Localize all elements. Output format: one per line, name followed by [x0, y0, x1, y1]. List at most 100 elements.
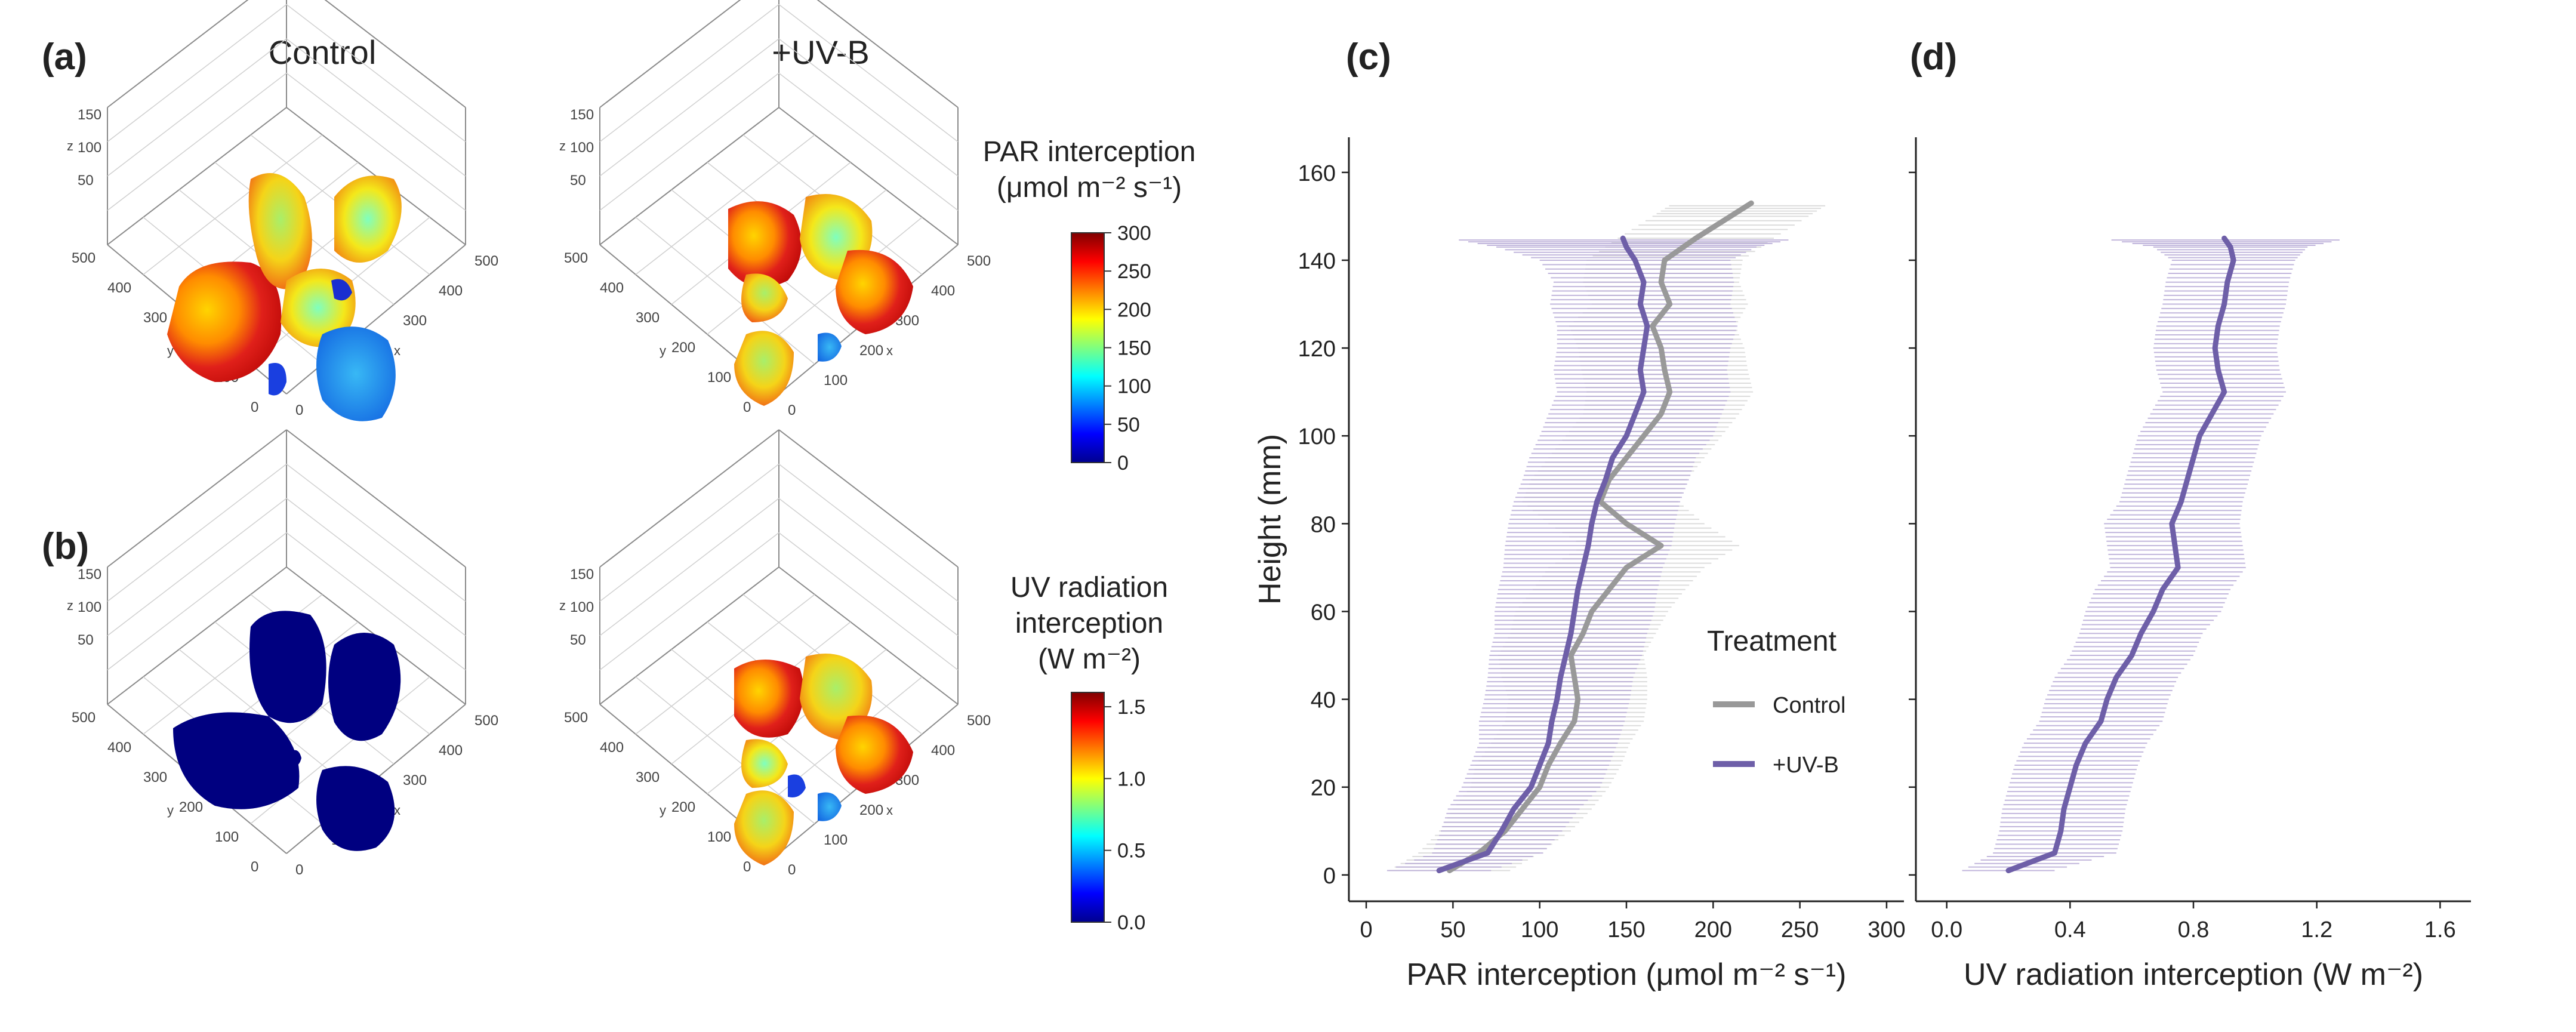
colorbar-par-tick-label: 250	[1117, 260, 1151, 283]
chart-c-y-tick-label: 40	[1311, 688, 1336, 713]
box-a-uvb-z-tick: 100	[570, 140, 594, 156]
chart-c-x-label: PAR interception (μmol m⁻² s⁻¹)	[1407, 957, 1847, 992]
chart-c-y-tick-label: 60	[1311, 600, 1336, 625]
box-a-control-floor-edge	[286, 244, 466, 395]
colorbar-par-tick-label: 0	[1117, 452, 1129, 475]
box-b-control-z-tick: 100	[78, 599, 101, 615]
chart-c-x-tick-label: 150	[1607, 917, 1645, 942]
chart-c-y-label: Height (mm)	[1253, 434, 1287, 605]
colorbar-par-tick-label: 200	[1117, 298, 1151, 321]
chart-d-x-tick-label: 1.2	[2301, 917, 2332, 942]
box-a-uvb-z-tick: 150	[570, 107, 594, 123]
box-b-control-y-tick: 100	[215, 829, 239, 845]
box-b-control-grid	[107, 498, 287, 636]
box-a-uvb-x-tick: 400	[931, 283, 955, 299]
chart-d-x-tick-label: 0.4	[2054, 917, 2086, 942]
chart-c-y-tick-label: 100	[1298, 424, 1336, 449]
control-par-canopy	[167, 173, 402, 421]
box-b-uvb-edge	[599, 429, 779, 568]
box-a-uvb-z-tick: 50	[570, 172, 586, 189]
box-b-control-grid	[107, 463, 287, 602]
chart-c-x-tick-label: 100	[1521, 917, 1558, 942]
box-a-control-grid	[107, 4, 287, 143]
box-a-control-y-label: y	[167, 343, 174, 358]
chart-c-legend-label-control: Control	[1773, 693, 1846, 718]
box-b-control-grid	[107, 532, 287, 671]
chart-c-x-tick-label: 200	[1694, 917, 1732, 942]
box-b-uvb-grid	[635, 594, 815, 735]
box-b-uvb-z-tick: 150	[570, 566, 594, 583]
box-b-control-floor-edge	[107, 566, 287, 705]
box-a-uvb-y-tick: 200	[671, 340, 695, 356]
box-a-uvb-edge	[816, 0, 959, 108]
box-b-uvb-grid	[778, 532, 959, 671]
uvb-uv-canopy	[734, 654, 913, 865]
chart-c-line-control	[1447, 200, 1754, 874]
colorbar-uv-title: UV radiation interception (W m⁻²)	[934, 570, 1244, 677]
colorbar-uv-tick-label: 0.5	[1117, 840, 1145, 862]
box-a-uvb-y-tick: 400	[600, 280, 624, 296]
box-a-control-grid	[286, 72, 466, 211]
box-b-control-y-label: y	[167, 803, 174, 818]
box-a-control-grid	[107, 72, 287, 211]
profile-charts: 0 20 40 60 80 100 120 140 160 0 50 100 150 200 250 300 P…	[1253, 137, 2471, 992]
box-b-uvb-grid	[599, 532, 779, 671]
box-b-control-edge	[286, 429, 466, 568]
box-b-uvb-x-tick: 100	[824, 832, 848, 848]
colorbar-par-title: PAR interception (μmol m⁻² s⁻¹)	[934, 134, 1244, 206]
panels-3d: 15010050z5004003002001000y01002003004005…	[67, 0, 1151, 934]
colorbar-uv-tick-label: 1.0	[1117, 768, 1145, 790]
colorbar-uv-title-line1: UV radiation	[1010, 572, 1169, 603]
box-a-control-z-label: z	[67, 138, 73, 153]
box-b-uvb-x-label: x	[886, 803, 893, 818]
box-b-uvb-y-tick: 400	[600, 740, 624, 756]
colorbar-par-tick-label: 100	[1117, 375, 1151, 398]
panel-label-c: (c)	[1346, 36, 1391, 78]
box-b-uvb-grid	[599, 463, 779, 602]
uvb-par-canopy	[728, 194, 913, 406]
chart-c-x-tick-label: 300	[1868, 917, 1905, 942]
box-b-control-edge	[107, 429, 287, 568]
box-b-control-x-tick: 400	[439, 743, 463, 759]
box-b-uvb-x-tick: 200	[859, 802, 883, 818]
box-b-control-y-tick: 200	[179, 799, 203, 815]
box-b-control-x-label: x	[394, 803, 400, 818]
box-b-control-z-tick: 50	[78, 632, 94, 648]
column-title-uvb: +UV-B	[772, 33, 870, 71]
box-b-control-grid	[286, 498, 466, 636]
box-b-uvb-grid	[778, 498, 959, 636]
colorbar-uv-tick-label: 0.0	[1117, 911, 1145, 934]
colorbar-par-tick-label: 300	[1117, 222, 1151, 245]
box-a-uvb-grid	[635, 134, 815, 275]
box-a-uvb-edge	[599, 0, 741, 108]
box-a-control-x-tick: 300	[403, 313, 427, 329]
box-b-control-x-tick: 0	[295, 862, 303, 878]
panel-label-b: (b)	[42, 526, 90, 567]
box-b-control-y-tick: 0	[251, 859, 258, 875]
box-b-uvb-y-tick: 300	[636, 769, 660, 785]
chart-d-x-tick-label: 0.8	[2178, 917, 2210, 942]
box-b-uvb-y-tick: 0	[743, 859, 751, 875]
box-b-uvb-y-tick: 200	[671, 799, 695, 815]
chart-d-x-tick-label: 1.6	[2424, 917, 2456, 942]
box-a-uvb-y-tick: 0	[743, 399, 751, 415]
box-b-control-y-tick: 400	[107, 740, 131, 756]
box-a-uvb-grid	[778, 4, 959, 143]
box-a-control-z-tick: 100	[78, 140, 101, 156]
box-a-uvb-y-tick: 300	[636, 310, 660, 326]
box-a-uvb-x-tick: 200	[859, 343, 883, 359]
colorbar-par-tick-label: 150	[1117, 337, 1151, 360]
box-b-control-z-tick: 150	[78, 566, 101, 583]
box-a-uvb-grid	[778, 38, 959, 177]
box-b-uvb-grid	[778, 463, 959, 602]
box-a-control-edge	[324, 0, 466, 108]
chart-c-x-tick-label: 0	[1360, 917, 1372, 942]
chart-d-line-uvb	[2005, 235, 2236, 874]
box-b-uvb-y-label: y	[660, 803, 666, 818]
colorbar-uv	[1071, 692, 1105, 923]
box-a-uvb-grid	[599, 4, 779, 143]
box-a-uvb-x-tick: 0	[788, 402, 796, 418]
chart-d-x-tick-label: 0.0	[1931, 917, 1962, 942]
colorbar-par-title-line2: (μmol m⁻² s⁻¹)	[996, 172, 1182, 204]
box-b-uvb-x-tick: 400	[931, 743, 955, 759]
